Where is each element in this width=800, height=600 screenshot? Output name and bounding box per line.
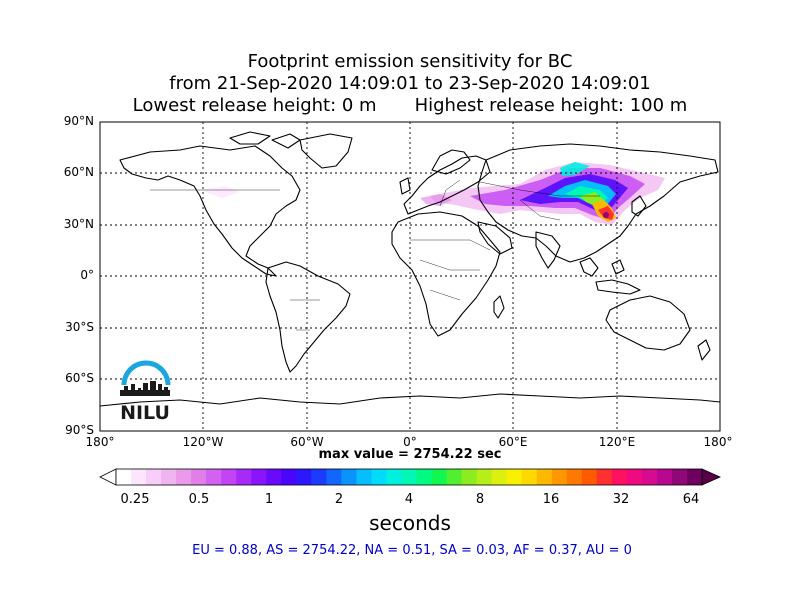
lat-label-90s: 90°S — [65, 423, 94, 437]
colorbar-tick: 1 — [264, 492, 274, 507]
colorbar-segment — [611, 469, 628, 485]
colorbar-segment — [221, 469, 237, 485]
lon-label-180e: 180° — [703, 435, 733, 449]
colorbar-segment — [446, 469, 462, 485]
colorbar-segment — [626, 469, 643, 485]
regional-stats: EU = 0.88, AS = 2754.22, NA = 0.51, SA =… — [192, 543, 632, 558]
colorbar-segment — [146, 469, 162, 485]
country-borders — [150, 179, 600, 331]
highest-release-height: Highest release height: 100 m — [414, 95, 688, 116]
colorbar-segment — [341, 469, 357, 485]
colorbar-tick: 2 — [334, 492, 344, 507]
colorbar-tick: 8 — [475, 492, 485, 507]
lon-label-120e: 120°E — [598, 435, 636, 449]
colorbar-segment — [206, 469, 222, 485]
colorbar-segment — [581, 469, 598, 485]
lon-label-60w: 60°W — [290, 435, 324, 449]
colorbar-segment — [596, 469, 613, 485]
coastlines — [100, 131, 720, 407]
colorbar-segment — [566, 469, 583, 485]
colorbar-segment — [371, 469, 387, 485]
colorbar-segment — [311, 469, 327, 485]
colorbar-segment — [476, 469, 493, 485]
title-line-1: Footprint emission sensitivity for BC — [247, 51, 573, 72]
colorbar-segment — [191, 469, 207, 485]
lon-label-0: 0° — [403, 435, 417, 449]
colorbar-segment — [266, 469, 282, 485]
lat-label-30s: 30°S — [65, 320, 94, 334]
colorbar-segment — [461, 469, 478, 485]
emission-sensitivity-field — [200, 162, 665, 225]
colorbar-segment — [281, 469, 297, 485]
title-line-2: from 21-Sep-2020 14:09:01 to 23-Sep-2020… — [169, 73, 651, 94]
colorbar-segment — [521, 469, 538, 485]
colorbar-tick: 0.5 — [188, 492, 210, 507]
colorbar-extend-min — [99, 468, 117, 486]
colorbar-segment — [326, 469, 342, 485]
colorbar-label: seconds — [369, 511, 451, 535]
colorbar-segment — [416, 469, 432, 485]
max-value-label: max value = 2754.22 sec — [318, 447, 502, 462]
colorbar-frame — [115, 468, 703, 486]
colorbar-segment — [386, 469, 402, 485]
lon-label-60e: 60°E — [498, 435, 528, 449]
colorbar-segment — [506, 469, 523, 485]
colorbar-segment — [536, 469, 553, 485]
colorbar-tick: 4 — [404, 492, 414, 507]
colorbar-segment — [656, 469, 673, 485]
colorbar-segment — [116, 469, 132, 485]
lon-label-180w: 180° — [85, 435, 115, 449]
lon-label-120w: 120°W — [182, 435, 224, 449]
lat-label-60n: 60°N — [63, 165, 94, 179]
colorbar-segment — [251, 469, 267, 485]
logo-text: NILU — [120, 402, 170, 424]
colorbar-segment — [401, 469, 417, 485]
colorbar-segment — [131, 469, 147, 485]
lat-label-60s: 60°S — [65, 371, 94, 385]
colorbar-segment — [641, 469, 658, 485]
title-line-3: Lowest release height: 0 m Highest releas… — [0, 95, 800, 117]
colorbar-segment — [236, 469, 252, 485]
colorbar-tick: 32 — [612, 492, 630, 507]
nilu-logo: NILU — [120, 360, 171, 424]
colorbar-tick: 0.25 — [120, 492, 150, 507]
colorbar-segment — [356, 469, 372, 485]
colorbar-segment — [686, 469, 703, 485]
colorbar-segment — [671, 469, 688, 485]
colorbar-segment — [296, 469, 312, 485]
lat-label-90n: 90°N — [63, 114, 94, 128]
colorbar-segment — [431, 469, 447, 485]
colorbar-extend-max — [701, 468, 721, 486]
colorbar-tick: 16 — [542, 492, 560, 507]
lat-label-30n: 30°N — [63, 217, 94, 231]
map-frame — [99, 121, 721, 432]
colorbar-segment — [176, 469, 192, 485]
colorbar — [99, 468, 721, 486]
graticule — [100, 122, 720, 431]
colorbar-segment — [161, 469, 177, 485]
lat-label-0: 0° — [80, 268, 94, 282]
lowest-release-height: Lowest release height: 0 m — [132, 95, 377, 116]
colorbar-segment — [551, 469, 568, 485]
colorbar-tick: 64 — [682, 492, 700, 507]
colorbar-segment — [491, 469, 508, 485]
